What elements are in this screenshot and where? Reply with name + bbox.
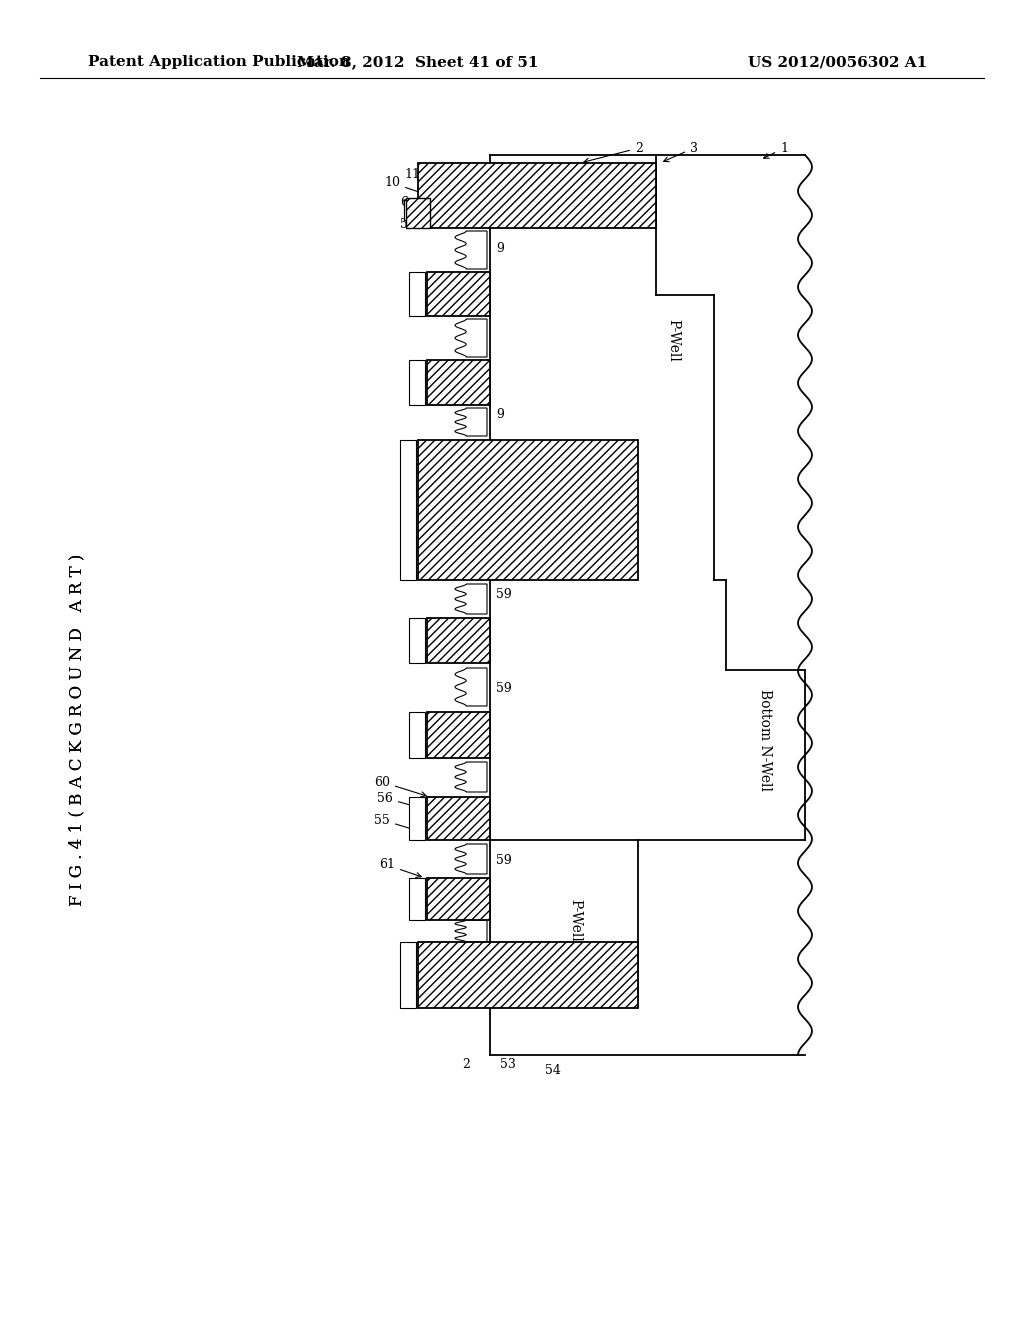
Text: 1: 1 xyxy=(764,141,788,158)
Text: US 2012/0056302 A1: US 2012/0056302 A1 xyxy=(748,55,928,69)
Polygon shape xyxy=(455,408,487,436)
Bar xyxy=(418,942,638,1008)
Bar xyxy=(427,360,490,405)
Text: 5: 5 xyxy=(400,219,421,231)
Bar xyxy=(409,360,425,405)
Bar xyxy=(400,440,416,579)
Bar xyxy=(418,440,638,579)
Polygon shape xyxy=(455,583,487,614)
Polygon shape xyxy=(455,920,487,942)
Bar xyxy=(400,942,416,1008)
Bar xyxy=(427,797,490,840)
Polygon shape xyxy=(455,231,487,269)
Text: 3: 3 xyxy=(664,141,698,161)
Text: 53: 53 xyxy=(500,1059,516,1072)
Text: Bottom N-Well: Bottom N-Well xyxy=(758,689,772,791)
Text: 59: 59 xyxy=(496,681,512,694)
Text: 59: 59 xyxy=(496,589,512,602)
Text: Patent Application Publication: Patent Application Publication xyxy=(88,55,350,69)
Text: 11: 11 xyxy=(404,169,444,187)
Bar xyxy=(404,201,416,220)
Polygon shape xyxy=(455,843,487,874)
Text: 54: 54 xyxy=(545,1064,561,1077)
Text: 55: 55 xyxy=(374,813,418,832)
Bar xyxy=(406,198,430,228)
Text: 6: 6 xyxy=(400,195,421,209)
Text: F I G . 4 1 ( B A C K G R O U N D   A R T ): F I G . 4 1 ( B A C K G R O U N D A R T … xyxy=(69,554,85,907)
Text: 61: 61 xyxy=(379,858,421,878)
Text: 10: 10 xyxy=(384,177,424,194)
Text: 2: 2 xyxy=(462,1059,470,1072)
Bar xyxy=(427,272,490,315)
Bar xyxy=(427,618,490,663)
Polygon shape xyxy=(455,762,487,792)
Polygon shape xyxy=(455,319,487,356)
Bar xyxy=(409,272,425,315)
Text: 2: 2 xyxy=(503,513,511,527)
Bar xyxy=(409,618,425,663)
Text: 56: 56 xyxy=(377,792,424,810)
Bar xyxy=(409,878,425,920)
Bar xyxy=(409,711,425,758)
Text: Mar. 8, 2012  Sheet 41 of 51: Mar. 8, 2012 Sheet 41 of 51 xyxy=(297,55,539,69)
Text: 60: 60 xyxy=(374,776,426,797)
Text: P-Well: P-Well xyxy=(568,899,582,941)
Text: 9: 9 xyxy=(496,242,504,255)
Text: F I G . 4 1 ( B A C K G R O U N D   A R T ): F I G . 4 1 ( B A C K G R O U N D A R T … xyxy=(69,554,85,907)
Text: P-Well: P-Well xyxy=(666,318,680,362)
Text: 2: 2 xyxy=(584,141,643,164)
Bar xyxy=(418,162,656,228)
Bar xyxy=(427,878,490,920)
Text: 59: 59 xyxy=(496,854,512,866)
Bar xyxy=(409,797,425,840)
Text: 9: 9 xyxy=(496,408,504,421)
Polygon shape xyxy=(455,668,487,706)
Bar xyxy=(427,711,490,758)
